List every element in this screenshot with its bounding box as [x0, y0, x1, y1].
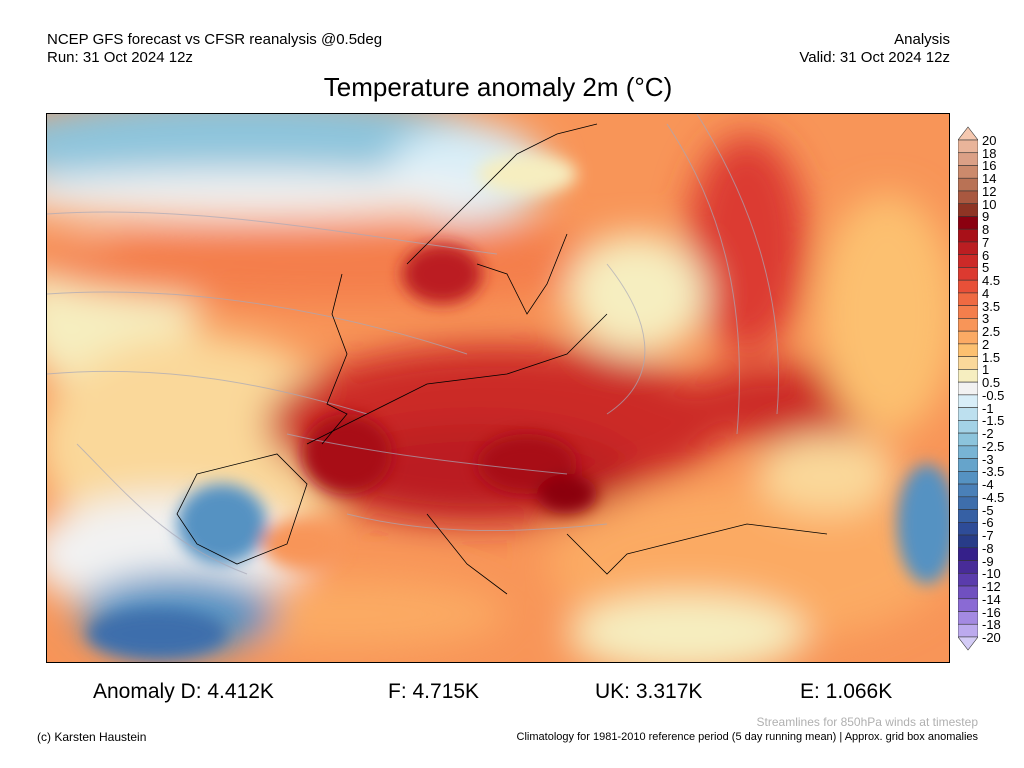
- colorbar-label: 5: [982, 260, 990, 276]
- colorbar-bin: [958, 394, 978, 408]
- colorbar-label: -4.5: [982, 489, 1005, 505]
- colorbar-label: 20: [982, 133, 997, 148]
- colorbar-bin: [958, 471, 978, 485]
- colorbar-label: -7: [982, 528, 994, 544]
- colorbar-bin: [958, 432, 978, 447]
- colorbar-label: 10: [982, 196, 997, 212]
- colorbar-label: 18: [982, 145, 997, 161]
- run-time: Run: 31 Oct 2024 12z: [47, 49, 193, 66]
- colorbar-bin: [958, 139, 978, 154]
- colorbar-bin: [958, 496, 978, 510]
- colorbar-bin: [958, 241, 978, 255]
- colorbar-label: -12: [982, 579, 1001, 595]
- colorbar-bin: [958, 636, 978, 651]
- colorbar-bin: [958, 381, 978, 396]
- colorbar-bin: [958, 534, 978, 549]
- colorbar-bin: [958, 228, 978, 243]
- anomaly-e: E: 1.066K: [800, 680, 893, 703]
- colorbar-label: 4: [982, 285, 990, 301]
- colorbar-label: 7: [982, 234, 990, 250]
- colorbar-label: -14: [982, 591, 1001, 607]
- colorbar-bin: [958, 611, 978, 625]
- colorbar-label: 16: [982, 158, 997, 174]
- credit: (c) Karsten Haustein: [37, 730, 147, 744]
- colorbar-bin: [958, 420, 978, 434]
- analysis-label: Analysis: [894, 31, 950, 48]
- colorbar-label: -3.5: [982, 464, 1005, 480]
- colorbar-label: 14: [982, 171, 997, 187]
- colorbar-label: -2.5: [982, 438, 1005, 454]
- colorbar-label: 3: [982, 311, 990, 327]
- colorbar-bin: [958, 152, 978, 166]
- colorbar-label: -16: [982, 604, 1001, 620]
- temperature-anomaly-map: [46, 113, 950, 663]
- colorbar-label: 0.5: [982, 375, 1001, 391]
- anomaly-uk: UK: 3.317K: [595, 680, 703, 703]
- colorbar-label: 1.5: [982, 349, 1001, 365]
- colorbar-label: -1.5: [982, 413, 1005, 429]
- colorbar-bin: [958, 318, 978, 332]
- climatology-note: Climatology for 1981-2010 reference peri…: [516, 731, 978, 743]
- model-description: NCEP GFS forecast vs CFSR reanalysis @0.…: [47, 31, 383, 48]
- colorbar-bin: [958, 267, 978, 281]
- colorbar-bin: [958, 572, 978, 587]
- colorbar-label: 2.5: [982, 324, 1001, 340]
- colorbar-label: -18: [982, 617, 1001, 633]
- colorbar-label: 4.5: [982, 273, 1001, 289]
- colorbar-bin: [958, 598, 978, 612]
- streamlines-note: Streamlines for 850hPa winds at timestep: [756, 715, 978, 729]
- colorbar-label: -1: [982, 400, 994, 416]
- colorbar-bin: [958, 190, 978, 205]
- colorbar-bin: [958, 522, 978, 536]
- colorbar-bin: [958, 165, 978, 179]
- colorbar-bin: [958, 445, 978, 459]
- anomaly-field: [47, 114, 949, 662]
- colorbar-label: -6: [982, 515, 994, 531]
- colorbar-label: -9: [982, 553, 994, 569]
- colorbar-bin: [958, 126, 978, 141]
- colorbar-bin: [958, 279, 978, 294]
- colorbar-label: -10: [982, 566, 1001, 582]
- colorbar-bin: [958, 560, 978, 574]
- colorbar-bin: [958, 292, 978, 306]
- colorbar-label: -3: [982, 451, 994, 467]
- colorbar-label: 1: [982, 362, 990, 378]
- colorbar-bin: [958, 458, 978, 472]
- colorbar-label: -8: [982, 540, 994, 556]
- anomaly-france: F: 4.715K: [388, 680, 480, 703]
- colorbar-label: 8: [982, 222, 990, 238]
- colorbar-label: -0.5: [982, 387, 1005, 403]
- valid-time: Valid: 31 Oct 2024 12z: [799, 49, 950, 66]
- colorbar-bin: [958, 585, 978, 600]
- colorbar-bin: [958, 177, 978, 192]
- colorbar-label: -2: [982, 426, 994, 442]
- anomaly-domain: Anomaly D: 4.412K: [93, 680, 274, 703]
- colorbar-bin: [958, 356, 978, 370]
- colorbar-label: -5: [982, 502, 994, 518]
- colorbar-label: 2: [982, 336, 990, 352]
- colorbar-bin: [958, 343, 978, 357]
- colorbar-label: 9: [982, 209, 990, 225]
- colorbar-bin: [958, 330, 978, 345]
- colorbar-bin: [958, 547, 978, 561]
- colorbar-label: 12: [982, 183, 997, 199]
- colorbar-bin: [958, 203, 978, 217]
- colorbar-bin: [958, 369, 978, 383]
- colorbar-bin: [958, 216, 978, 230]
- colorbar-bin: [958, 623, 978, 638]
- colorbar-label: -4: [982, 477, 994, 493]
- colorbar-bin: [958, 483, 978, 498]
- colorbar-label: -20: [982, 630, 1001, 645]
- colorbar-bin: [958, 509, 978, 523]
- colorbar-bin: [958, 254, 978, 268]
- map-title: Temperature anomaly 2m (°C): [323, 72, 673, 102]
- colorbar-bin: [958, 407, 978, 421]
- colorbar: [958, 126, 978, 651]
- colorbar-label: 3.5: [982, 298, 1001, 314]
- colorbar-bin: [958, 305, 978, 319]
- colorbar-label: 6: [982, 247, 990, 263]
